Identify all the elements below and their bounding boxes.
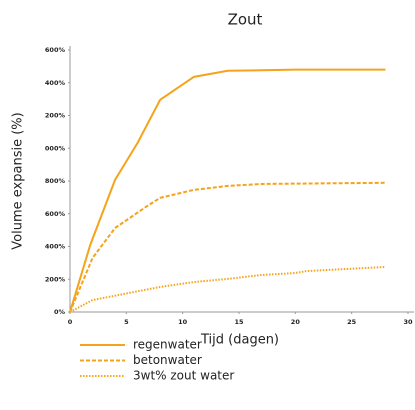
- y-tick-label: 600%: [45, 210, 66, 218]
- y-tick-label: 800%: [45, 177, 66, 185]
- y-tick-label: 200%: [45, 275, 66, 283]
- y-tick-label: 600%: [45, 46, 66, 54]
- x-tick-label: 5: [124, 318, 129, 326]
- series-line: [69, 68, 386, 313]
- x-axis-label: Tijd (dagen): [200, 333, 279, 348]
- x-tick-label: 10: [178, 318, 188, 326]
- legend-label: 3wt% zout water: [133, 369, 234, 383]
- x-tick-label: 0: [68, 318, 73, 326]
- x-tick-label: 25: [347, 318, 357, 326]
- series-line: [69, 265, 386, 313]
- y-tick-label: 0%: [54, 308, 66, 316]
- x-tick-label: 15: [234, 318, 244, 326]
- x-tick-label: 30: [403, 318, 413, 326]
- x-tick-label: 20: [291, 318, 301, 326]
- series-line: [69, 181, 386, 313]
- y-axis-label: Volume expansie (%): [11, 112, 26, 249]
- y-tick-label: 200%: [45, 112, 66, 120]
- y-tick-label: 000%: [45, 144, 66, 152]
- y-tick-label: 400%: [45, 79, 66, 87]
- legend-label: regenwater: [133, 338, 202, 352]
- chart-title: Zout: [228, 11, 263, 29]
- legend-label: betonwater: [133, 353, 202, 367]
- y-tick-label: 400%: [45, 243, 66, 251]
